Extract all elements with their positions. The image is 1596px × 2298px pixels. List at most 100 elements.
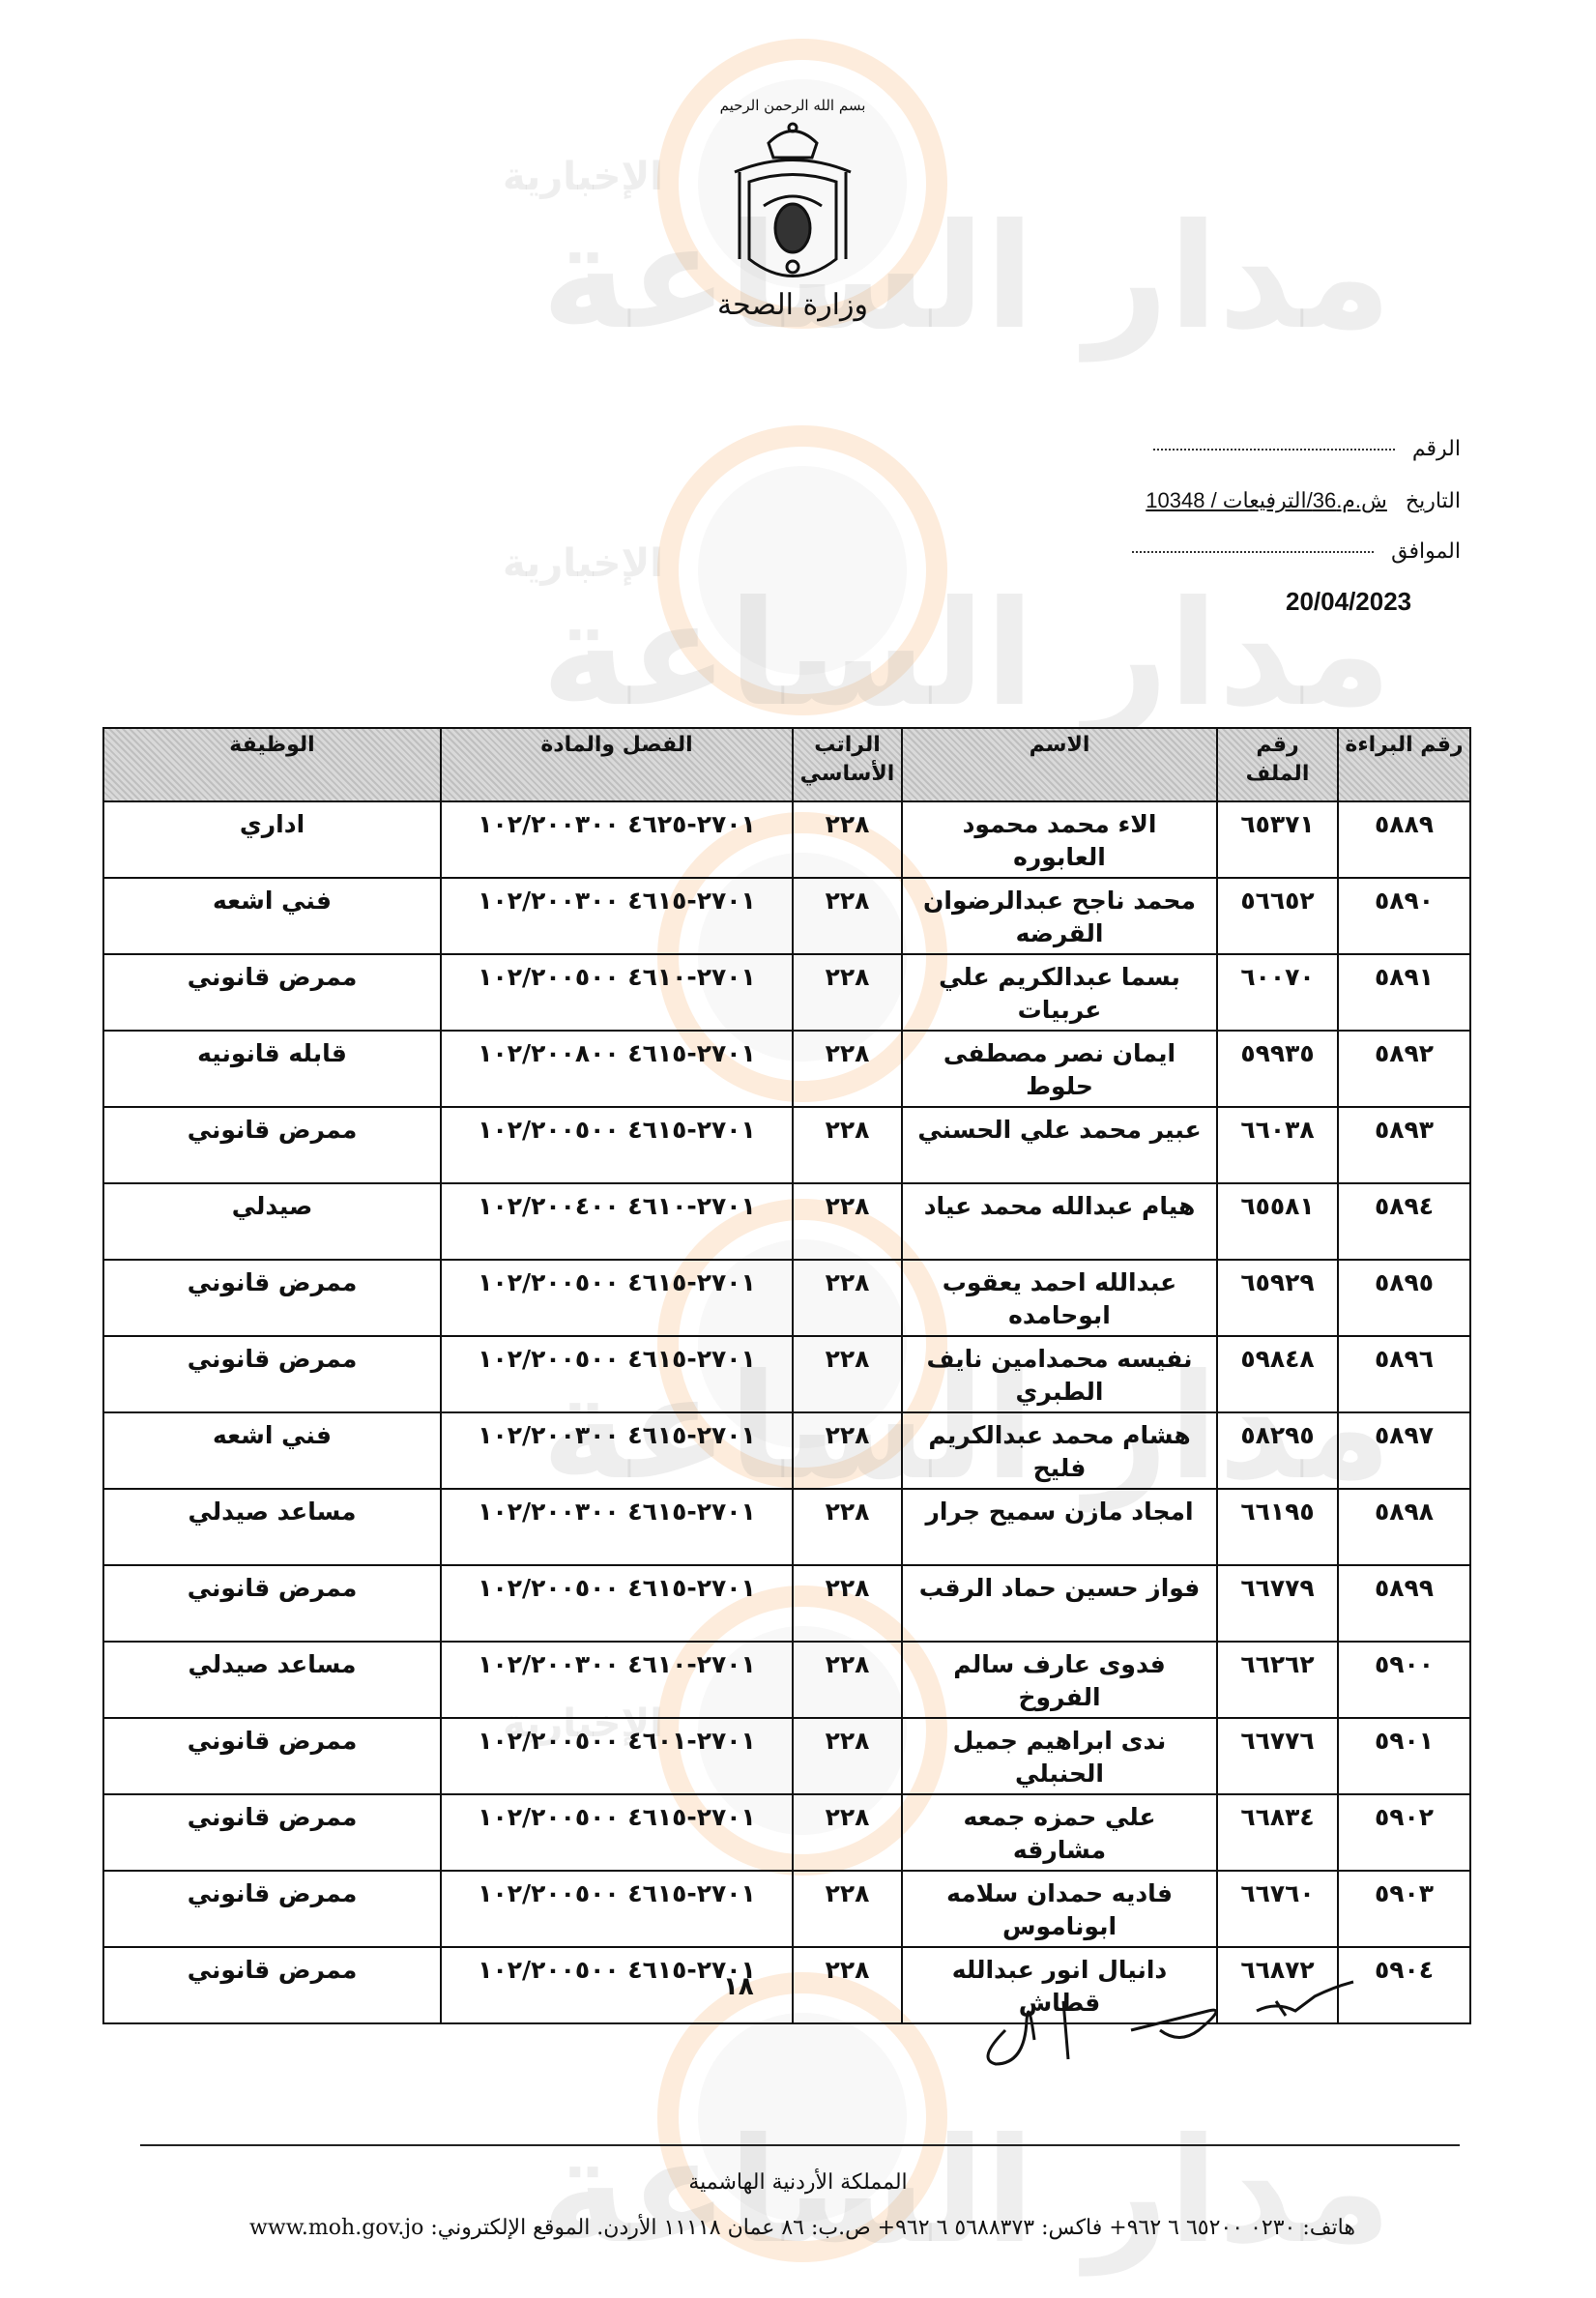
certificate-number-cell: ٥٨٩١ (1337, 953, 1471, 1032)
header-file-number: رقم الملف (1216, 727, 1339, 802)
salary-cell: ٢٢٨ (792, 1335, 903, 1413)
chapter-article-cell: ١٠٢/٢٠٠٥٠٠ ٤٦١٥-٢٧٠١ (440, 1564, 794, 1643)
number-label: الرقم (1411, 437, 1461, 461)
name-cell: ايمان نصر مصطفى حلوط (901, 1030, 1218, 1108)
job-cell: صيدلي (102, 1182, 442, 1261)
name-cell: دانيال انور عبدالله قطاش (901, 1946, 1218, 2024)
job-cell: ممرض قانوني (102, 1106, 442, 1184)
salary-cell: ٢٢٨ (792, 1870, 903, 1948)
table-row: قابله قانونيه ١٠٢/٢٠٠٨٠٠ ٤٦١٥-٢٧٠١ ٢٢٨ ايما… (102, 1030, 1471, 1108)
header-certificate-number: رقم البراءة (1337, 727, 1471, 802)
salary-cell: ٢٢٨ (792, 1106, 903, 1184)
chapter-article-cell: ١٠٢/٢٠٠٨٠٠ ٤٦١٥-٢٧٠١ (440, 1030, 794, 1108)
table-row: صيدلي ١٠٢/٢٠٠٤٠٠ ٤٦١٠-٢٧٠١ ٢٢٨ هيام عبدالله… (102, 1182, 1471, 1261)
certificate-number-cell: ٥٨٨٩ (1337, 800, 1471, 879)
file-number-cell: ٥٦٦٥٢ (1216, 877, 1339, 955)
table-row: ممرض قانوني ١٠٢/٢٠٠٥٠٠ ٤٦١٥-٢٧٠١ ٢٢٨ عبير م… (102, 1106, 1471, 1184)
certificate-number-cell: ٥٨٩٦ (1337, 1335, 1471, 1413)
job-cell: فني اشعه (102, 1411, 442, 1490)
name-cell: فدوى عارف سالم الفروخ (901, 1641, 1218, 1719)
certificate-number-cell: ٥٩٠٠ (1337, 1641, 1471, 1719)
table-row: ممرض قانوني ١٠٢/٢٠٠٥٠٠ ٤٦١٥-٢٧٠١ ٢٢٨ فواز ح… (102, 1564, 1471, 1643)
name-cell: نفيسه محمدامين نايف الطبري (901, 1335, 1218, 1413)
file-number-cell: ٦٦١٩٥ (1216, 1488, 1339, 1566)
basmala: بسم الله الرحمن الرحيم (719, 97, 866, 114)
table-row: ممرض قانوني ١٠٢/٢٠٠٥٠٠ ٤٦١٥-٢٧٠١ ٢٢٨ عبدالل… (102, 1259, 1471, 1337)
name-cell: امجاد مازن سميح جرار (901, 1488, 1218, 1566)
document-date: 20/04/2023 (1286, 587, 1412, 616)
chapter-article-cell: ١٠٢/٢٠٠٥٠٠ ٤٦٠١-٢٧٠١ (440, 1717, 794, 1795)
salary-cell: ٢٢٨ (792, 1641, 903, 1719)
chapter-article-cell: ١٠٢/٢٠٠٥٠٠ ٤٦١٥-٢٧٠١ (440, 1259, 794, 1337)
footer-divider (140, 2144, 1460, 2146)
job-cell: ممرض قانوني (102, 1946, 442, 2024)
salary-cell: ٢٢٨ (792, 1564, 903, 1643)
table-row: ممرض قانوني ١٠٢/٢٠٠٥٠٠ ٤٦١٥-٢٧٠١ ٢٢٨ نفيسه … (102, 1335, 1471, 1413)
job-cell: مساعد صيدلي (102, 1488, 442, 1566)
date-label: التاريخ (1405, 489, 1461, 513)
job-cell: ممرض قانوني (102, 1335, 442, 1413)
table-row: فني اشعه ١٠٢/٢٠٠٣٠٠ ٤٦١٥-٢٧٠١ ٢٢٨ هشام محمد… (102, 1411, 1471, 1490)
salary-cell: ٢٢٨ (792, 953, 903, 1032)
chapter-article-cell: ١٠٢/٢٠٠٥٠٠ ٤٦١٥-٢٧٠١ (440, 1106, 794, 1184)
table-row: ممرض قانوني ١٠٢/٢٠٠٥٠٠ ٤٦١٥-٢٧٠١ ٢٢٨ دانيال… (102, 1946, 1471, 2024)
page-number: ١٨ (723, 1972, 754, 2001)
name-cell: عبير محمد علي الحسني (901, 1106, 1218, 1184)
certificate-number-cell: ٥٨٩٣ (1337, 1106, 1471, 1184)
certificate-number-cell: ٥٨٩٨ (1337, 1488, 1471, 1566)
name-cell: ندى ابراهيم جميل الحنبلي (901, 1717, 1218, 1795)
salary-cell: ٢٢٨ (792, 1793, 903, 1872)
corresponding-field: الموافق (1132, 539, 1461, 564)
name-cell: علي حمزه جمعه مشارقه (901, 1793, 1218, 1872)
certificate-number-cell: ٥٩٠٢ (1337, 1793, 1471, 1872)
job-cell: ممرض قانوني (102, 1870, 442, 1948)
name-cell: عبدالله احمد يعقوب ابوحامده (901, 1259, 1218, 1337)
table-row: مساعد صيدلي ١٠٢/٢٠٠٣٠٠ ٤٦١٠-٢٧٠١ ٢٢٨ فدوى ع… (102, 1641, 1471, 1719)
name-cell: بسما عبدالكريم علي عربيات (901, 953, 1218, 1032)
corresponding-label: الموافق (1391, 539, 1461, 564)
certificate-number-cell: ٥٨٩٩ (1337, 1564, 1471, 1643)
file-number-cell: ٦٥٥٨١ (1216, 1182, 1339, 1261)
name-cell: فاديه حمدان سلامه ابوناموس (901, 1870, 1218, 1948)
table-row: ممرض قانوني ١٠٢/٢٠٠٥٠٠ ٤٦١٠-٢٧٠١ ٢٢٨ بسما ع… (102, 953, 1471, 1032)
reference-number: ش.م.36/الترفيعات / 10348 (1146, 488, 1387, 512)
file-number-cell: ٥٩٩٣٥ (1216, 1030, 1339, 1108)
chapter-article-cell: ١٠٢/٢٠٠٤٠٠ ٤٦١٠-٢٧٠١ (440, 1182, 794, 1261)
job-cell: ممرض قانوني (102, 1259, 442, 1337)
certificate-number-cell: ٥٨٩٤ (1337, 1182, 1471, 1261)
certificate-number-cell: ٥٩٠١ (1337, 1717, 1471, 1795)
table-row: فني اشعه ١٠٢/٢٠٠٣٠٠ ٤٦١٥-٢٧٠١ ٢٢٨ محمد ناجح… (102, 877, 1471, 955)
name-cell: محمد ناجح عبدالرضوان القرضه (901, 877, 1218, 955)
footer-contact: هاتف: ٠٢٣٠ ٦٥٢٠٠ ٦ ٩٦٢+ فاكس: ٥٦٨٨٣٧٣ ٦ … (249, 2216, 1355, 2240)
letterhead: بسم الله الرحمن الرحيم وزارة الصحة (696, 97, 889, 322)
job-cell: ممرض قانوني (102, 953, 442, 1032)
chapter-article-cell: ١٠٢/٢٠٠٣٠٠ ٤٦١٥-٢٧٠١ (440, 1488, 794, 1566)
table-header-row: الوظيفة الفصل والمادة الراتب الأساسي الا… (102, 727, 1471, 802)
file-number-cell: ٦٥٩٢٩ (1216, 1259, 1339, 1337)
file-number-cell: ٦٦٢٦٢ (1216, 1641, 1339, 1719)
salary-cell: ٢٢٨ (792, 1259, 903, 1337)
file-number-cell: ٦٠٠٧٠ (1216, 953, 1339, 1032)
job-cell: اداري (102, 800, 442, 879)
salary-cell: ٢٢٨ (792, 1488, 903, 1566)
certificate-number-cell: ٥٨٩٠ (1337, 877, 1471, 955)
name-cell: هشام محمد عبدالكريم فليح (901, 1411, 1218, 1490)
file-number-cell: ٦٦٧٧٩ (1216, 1564, 1339, 1643)
salary-cell: ٢٢٨ (792, 877, 903, 955)
salary-cell: ٢٢٨ (792, 1411, 903, 1490)
date-field: التاريخ ش.م.36/الترفيعات / 10348 (1146, 488, 1461, 513)
salary-cell: ٢٢٨ (792, 1030, 903, 1108)
table-row: مساعد صيدلي ١٠٢/٢٠٠٣٠٠ ٤٦١٥-٢٧٠١ ٢٢٨ امجاد … (102, 1488, 1471, 1566)
chapter-article-cell: ١٠٢/٢٠٠٥٠٠ ٤٦١٥-٢٧٠١ (440, 1946, 794, 2024)
name-cell: هيام عبدالله محمد عياد (901, 1182, 1218, 1261)
chapter-article-cell: ١٠٢/٢٠٠٥٠٠ ٤٦١٥-٢٧٠١ (440, 1793, 794, 1872)
chapter-article-cell: ١٠٢/٢٠٠٥٠٠ ٤٦١٥-٢٧٠١ (440, 1335, 794, 1413)
file-number-cell: ٥٨٢٩٥ (1216, 1411, 1339, 1490)
table-row: ممرض قانوني ١٠٢/٢٠٠٥٠٠ ٤٦١٥-٢٧٠١ ٢٢٨ فاديه … (102, 1870, 1471, 1948)
certificate-number-cell: ٥٩٠٤ (1337, 1946, 1471, 2024)
job-cell: ممرض قانوني (102, 1717, 442, 1795)
table-row: ممرض قانوني ١٠٢/٢٠٠٥٠٠ ٤٦٠١-٢٧٠١ ٢٢٨ ندى اب… (102, 1717, 1471, 1795)
salary-cell: ٢٢٨ (792, 800, 903, 879)
salary-cell: ٢٢٨ (792, 1182, 903, 1261)
name-cell: فواز حسين حماد الرقب (901, 1564, 1218, 1643)
